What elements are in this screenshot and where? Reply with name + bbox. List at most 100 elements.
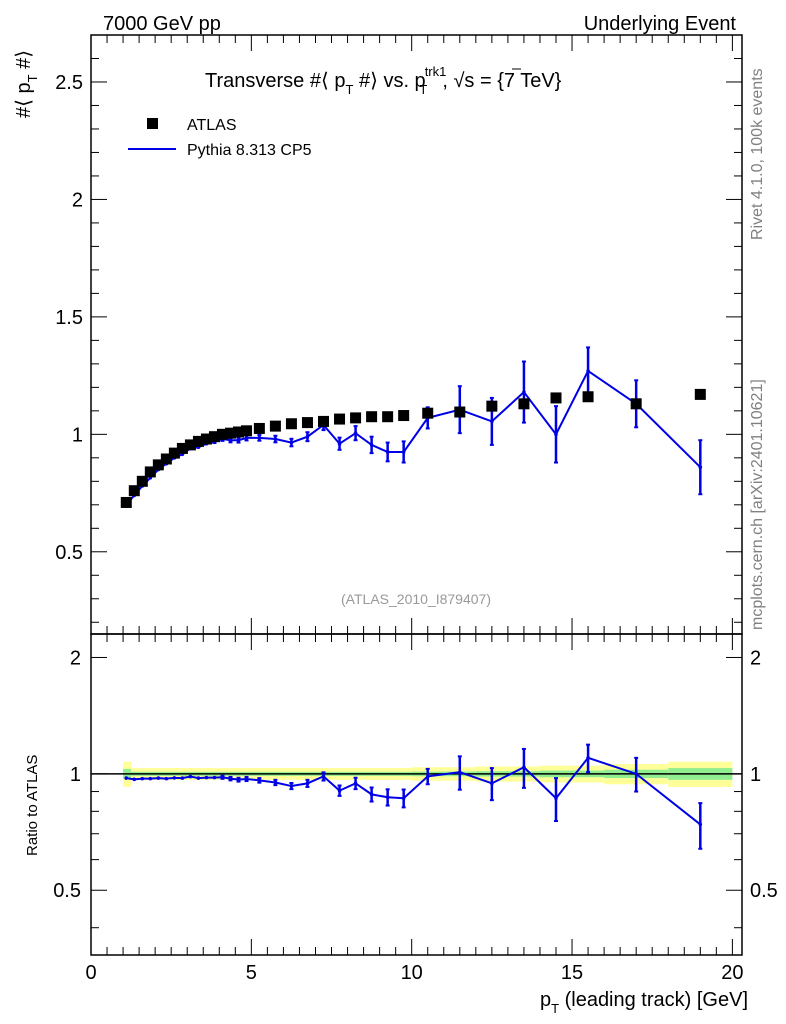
ratio-point — [554, 796, 558, 801]
ratio-point — [148, 776, 153, 781]
atlas-point — [160, 453, 172, 465]
ratio-point — [212, 775, 217, 780]
atlas-point — [550, 392, 562, 404]
main-series — [120, 346, 706, 508]
atlas-point — [176, 442, 188, 454]
ratio-point — [586, 756, 590, 760]
pythia-point — [353, 431, 358, 435]
pythia-point — [401, 450, 406, 454]
ratio-point — [124, 776, 129, 780]
atlas-point — [382, 411, 394, 423]
pythia-point — [385, 450, 390, 454]
pythia-point — [698, 465, 703, 470]
legend-pythia-label: Pythia 8.313 CP5 — [187, 142, 312, 159]
ratio-point — [172, 776, 177, 780]
atlas-point — [350, 412, 362, 424]
legend-atlas-marker — [147, 118, 158, 129]
atlas-point — [208, 431, 220, 443]
pythia-point — [490, 419, 494, 424]
y-tick-label: 0.5 — [55, 542, 83, 564]
ratio-y-tick-label-right: 1 — [750, 764, 761, 786]
atlas-point — [334, 413, 346, 425]
atlas-point — [630, 398, 642, 410]
ratio-y-tick-label-right: 2 — [750, 647, 761, 669]
ratio-y-tick-label-left: 2 — [70, 647, 81, 669]
pythia-point — [554, 432, 558, 437]
rivet-version-label: Rivet 4.1.0, 100k events — [749, 68, 766, 240]
atlas-point — [144, 466, 156, 478]
y-tick-label: 1.5 — [55, 307, 83, 329]
ratio-point — [634, 772, 638, 776]
atlas-point — [184, 439, 196, 451]
ratio-plot-frame — [90, 633, 743, 956]
atlas-point — [168, 447, 180, 459]
ratio-point — [289, 784, 294, 788]
axis-ticks — [90, 34, 742, 955]
analysis-label: (ATLAS_2010_I879407) — [341, 591, 491, 607]
atlas-point — [301, 417, 313, 429]
ratio-point — [698, 822, 703, 827]
ratio-point — [180, 776, 185, 780]
x-tick-label: 0 — [85, 962, 96, 984]
atlas-point — [200, 433, 212, 445]
ratio-point — [337, 788, 342, 793]
ratio-point — [257, 778, 262, 783]
legend-atlas-label: ATLAS — [187, 117, 237, 134]
ratio-line — [126, 756, 701, 826]
atlas-point — [128, 485, 140, 497]
ratio-point — [385, 795, 390, 800]
atlas-point — [216, 428, 228, 440]
ratio-series — [124, 743, 703, 850]
pythia-point — [369, 443, 374, 447]
y-axis-label: #⟨ pT #⟩ — [13, 50, 40, 118]
atlas-point — [192, 435, 204, 447]
pythia-point — [257, 436, 262, 440]
ratio-point — [196, 776, 201, 780]
atlas-point — [318, 415, 329, 427]
ratio-point — [156, 776, 161, 780]
source-label: mcplots.cern.ch [arXiv:2401.10621] — [749, 379, 766, 630]
ratio-y-tick-label-left: 0.5 — [53, 880, 81, 902]
pythia-point — [289, 440, 294, 445]
atlas-point — [422, 407, 434, 419]
atlas-point — [518, 398, 530, 410]
atlas-point — [366, 411, 378, 423]
atlas-point — [269, 420, 281, 432]
ratio-point — [490, 781, 494, 786]
pythia-point — [586, 369, 590, 373]
pythia-point — [305, 434, 310, 439]
chart-title: Transverse #⟨ pT #⟩ vs. ptrk1 T, √s = {7 … — [205, 64, 562, 97]
pythia-point — [522, 390, 526, 394]
ratio-point — [132, 777, 137, 782]
ratio-point — [244, 777, 249, 781]
ratio-point — [457, 770, 462, 774]
ratio-point — [305, 781, 310, 786]
x-tick-label: 10 — [401, 962, 423, 984]
pythia-point — [228, 438, 233, 443]
x-tick-label: 20 — [721, 962, 743, 984]
atlas-point — [285, 418, 297, 430]
ratio-point — [401, 796, 406, 801]
header-left: 7000 GeV pp — [103, 13, 221, 35]
atlas-point — [694, 388, 706, 400]
ratio-point — [236, 777, 241, 782]
y-tick-label: 2 — [72, 189, 83, 211]
ratio-point — [425, 774, 430, 779]
atlas-point — [136, 475, 148, 487]
x-tick-label: 5 — [246, 962, 257, 984]
atlas-point — [233, 426, 245, 438]
pythia-point — [236, 438, 241, 443]
atlas-point — [241, 425, 253, 437]
atlas-point — [152, 459, 164, 471]
ratio-y-axis-label: Ratio to ATLAS — [24, 755, 41, 856]
y-tick-label: 2.5 — [55, 72, 83, 94]
ratio-point — [321, 774, 326, 779]
ratio-y-tick-label-left: 1 — [70, 764, 81, 786]
pythia-point — [244, 436, 249, 440]
x-axis-label: pT (leading track) [GeV] — [540, 989, 748, 1016]
atlas-point — [486, 400, 498, 412]
ratio-point — [220, 775, 225, 780]
ratio-point — [228, 776, 233, 781]
atlas-point — [120, 496, 132, 508]
